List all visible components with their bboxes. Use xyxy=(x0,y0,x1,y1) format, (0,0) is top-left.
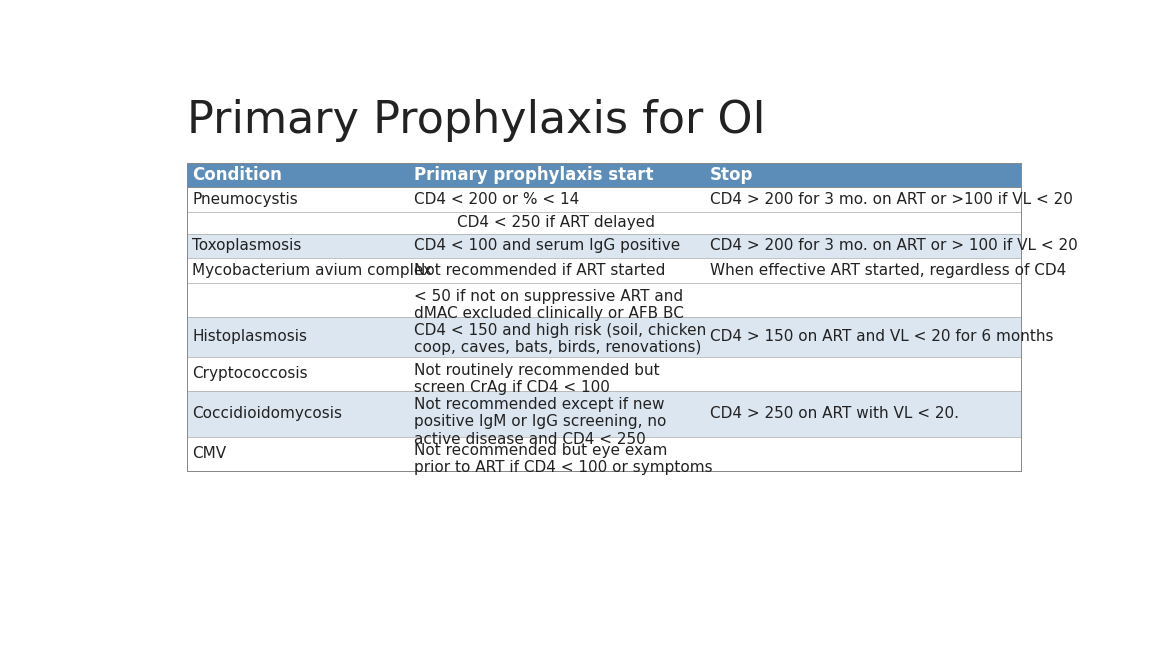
Text: Coccidioidomycosis: Coccidioidomycosis xyxy=(193,406,343,421)
Text: CD4 < 250 if ART delayed: CD4 < 250 if ART delayed xyxy=(457,215,655,230)
Text: CD4 < 100 and serum IgG positive: CD4 < 100 and serum IgG positive xyxy=(413,239,680,253)
Bar xyxy=(408,357,704,391)
Bar xyxy=(704,188,1021,212)
Bar xyxy=(408,233,704,258)
Bar xyxy=(704,437,1021,471)
Bar xyxy=(408,188,704,212)
Bar xyxy=(187,212,408,233)
Bar xyxy=(704,258,1021,283)
Bar xyxy=(704,283,1021,317)
Bar xyxy=(187,357,408,391)
Bar xyxy=(187,233,408,258)
Bar xyxy=(187,317,408,357)
Text: Not recommended except if new
positive IgM or IgG screening, no
active disease a: Not recommended except if new positive I… xyxy=(413,396,666,447)
Text: Mycobacterium avium complex: Mycobacterium avium complex xyxy=(193,263,433,278)
Bar xyxy=(187,283,408,317)
Text: Not routinely recommended but
screen CrAg if CD4 < 100: Not routinely recommended but screen CrA… xyxy=(413,363,659,395)
Bar xyxy=(187,162,408,188)
Bar xyxy=(187,437,408,471)
Bar xyxy=(408,317,704,357)
Text: Pneumocystis: Pneumocystis xyxy=(193,192,298,207)
Text: Stop: Stop xyxy=(710,166,753,184)
Text: CD4 > 150 on ART and VL < 20 for 6 months: CD4 > 150 on ART and VL < 20 for 6 month… xyxy=(710,330,1053,344)
Text: Cryptococcosis: Cryptococcosis xyxy=(193,366,308,381)
Text: Primary prophylaxis start: Primary prophylaxis start xyxy=(413,166,653,184)
Text: CD4 > 200 for 3 mo. on ART or >100 if VL < 20: CD4 > 200 for 3 mo. on ART or >100 if VL… xyxy=(710,192,1073,207)
Bar xyxy=(704,212,1021,233)
Text: Toxoplasmosis: Toxoplasmosis xyxy=(193,239,302,253)
Bar xyxy=(704,357,1021,391)
Bar xyxy=(408,391,704,437)
Text: Primary Prophylaxis for OI: Primary Prophylaxis for OI xyxy=(187,99,765,142)
Bar xyxy=(704,317,1021,357)
Text: Not recommended but eye exam
prior to ART if CD4 < 100 or symptoms: Not recommended but eye exam prior to AR… xyxy=(413,443,713,475)
Bar xyxy=(187,188,408,212)
Bar xyxy=(408,212,704,233)
Bar xyxy=(408,258,704,283)
Bar xyxy=(704,233,1021,258)
Bar xyxy=(408,437,704,471)
Text: CD4 > 250 on ART with VL < 20.: CD4 > 250 on ART with VL < 20. xyxy=(710,406,958,421)
Bar xyxy=(704,391,1021,437)
Text: When effective ART started, regardless of CD4: When effective ART started, regardless o… xyxy=(710,263,1066,278)
Bar xyxy=(408,162,704,188)
Text: CD4 < 150 and high risk (soil, chicken
coop, caves, bats, birds, renovations): CD4 < 150 and high risk (soil, chicken c… xyxy=(413,323,706,355)
Text: CD4 > 200 for 3 mo. on ART or > 100 if VL < 20: CD4 > 200 for 3 mo. on ART or > 100 if V… xyxy=(710,239,1078,253)
Bar xyxy=(187,258,408,283)
Bar xyxy=(187,391,408,437)
Text: CD4 < 200 or % < 14: CD4 < 200 or % < 14 xyxy=(413,192,579,207)
Text: Condition: Condition xyxy=(193,166,282,184)
Text: Not recommended if ART started: Not recommended if ART started xyxy=(413,263,665,278)
Text: Histoplasmosis: Histoplasmosis xyxy=(193,330,308,344)
Bar xyxy=(408,283,704,317)
Bar xyxy=(704,162,1021,188)
Text: < 50 if not on suppressive ART and
dMAC excluded clinically or AFB BC: < 50 if not on suppressive ART and dMAC … xyxy=(413,289,683,322)
Text: CMV: CMV xyxy=(193,446,227,461)
